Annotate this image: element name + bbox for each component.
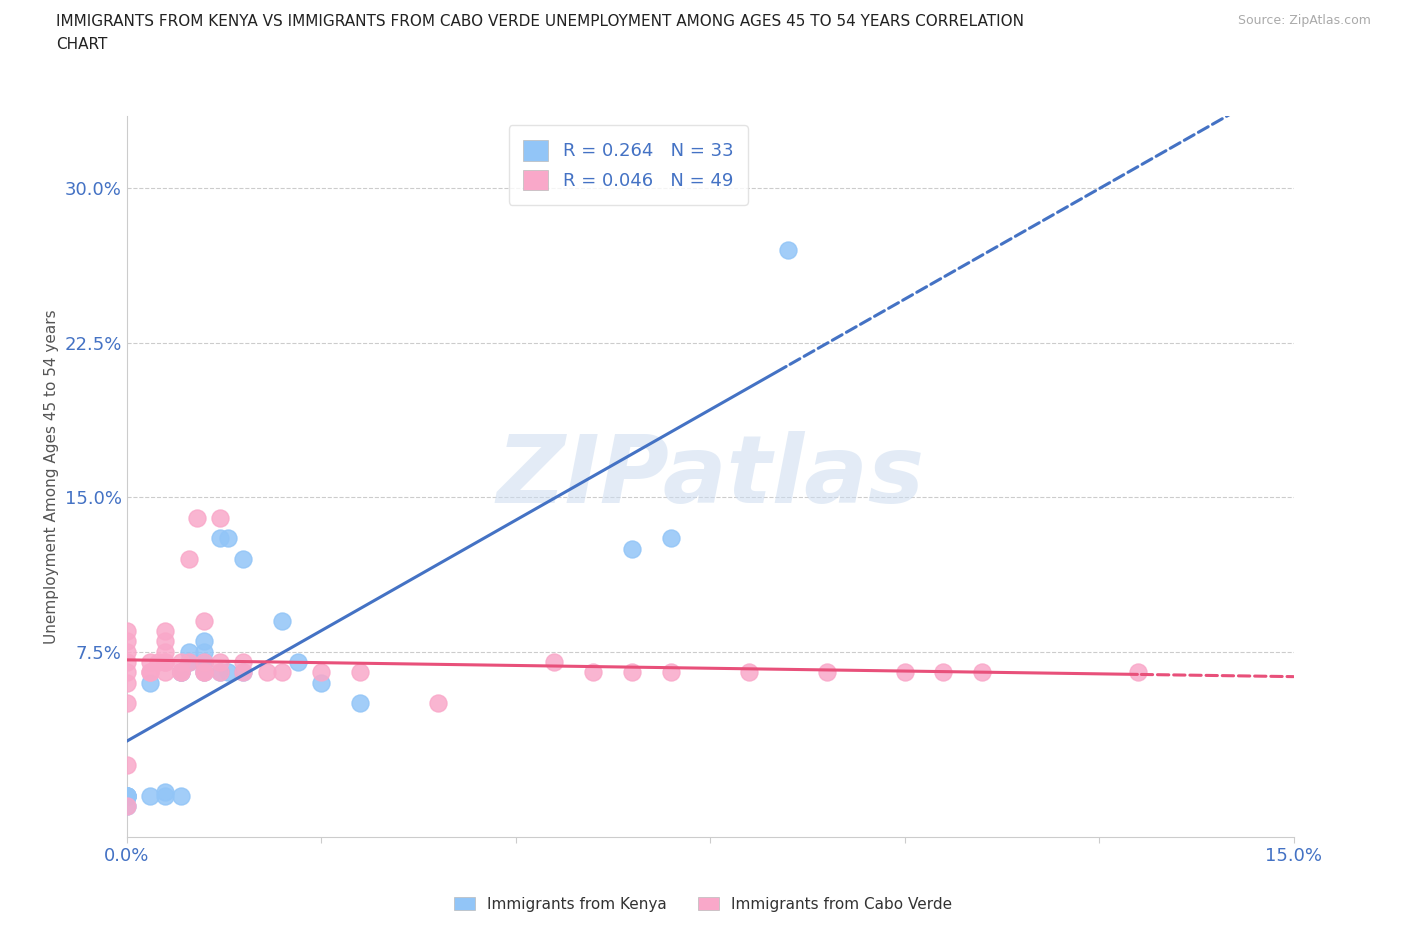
Point (309, 665, 332, 680)
Point (232, 551, 254, 566)
Text: IMMIGRANTS FROM KENYA VS IMMIGRANTS FROM CABO VERDE UNEMPLOYMENT AMONG AGES 45 T: IMMIGRANTS FROM KENYA VS IMMIGRANTS FROM… (56, 14, 1024, 29)
Point (177, 655, 200, 670)
Point (193, 655, 215, 670)
Point (177, 551, 200, 566)
Point (217, 531, 239, 546)
Point (115, 665, 138, 680)
Point (232, 655, 254, 670)
Point (271, 614, 294, 629)
Point (208, 665, 231, 680)
Point (155, 655, 177, 670)
Text: Source: ZipAtlas.com: Source: ZipAtlas.com (1237, 14, 1371, 27)
Point (139, 675, 162, 690)
Point (972, 665, 994, 680)
Point (208, 531, 231, 546)
Point (170, 665, 193, 680)
Point (139, 665, 162, 680)
Point (193, 634, 215, 649)
Point (115, 757, 138, 772)
Point (193, 655, 215, 670)
Point (776, 243, 799, 258)
Point (543, 655, 565, 670)
Point (115, 624, 138, 639)
Point (115, 799, 138, 814)
Point (621, 541, 644, 556)
Point (1126, 665, 1149, 680)
Point (155, 784, 177, 799)
Point (193, 644, 215, 659)
Point (193, 614, 215, 629)
Point (193, 655, 215, 670)
Point (155, 789, 177, 804)
Point (349, 665, 371, 680)
Point (115, 789, 138, 804)
Point (155, 624, 177, 639)
Point (115, 789, 138, 804)
Point (115, 644, 138, 659)
Point (155, 665, 177, 680)
Point (738, 665, 761, 680)
Point (256, 665, 278, 680)
Point (193, 665, 215, 680)
Point (177, 655, 200, 670)
Point (170, 789, 193, 804)
Point (232, 665, 254, 680)
Point (659, 665, 682, 680)
Point (155, 655, 177, 670)
Point (208, 665, 231, 680)
Point (115, 696, 138, 711)
Point (155, 634, 177, 649)
Text: CHART: CHART (56, 37, 108, 52)
Point (186, 511, 208, 525)
Legend: Immigrants from Kenya, Immigrants from Cabo Verde: Immigrants from Kenya, Immigrants from C… (447, 890, 959, 918)
Point (115, 655, 138, 670)
Point (139, 665, 162, 680)
Point (139, 655, 162, 670)
Point (115, 789, 138, 804)
Point (815, 665, 838, 680)
Point (932, 665, 955, 680)
Point (193, 665, 215, 680)
Point (115, 799, 138, 814)
Text: ZIPatlas: ZIPatlas (496, 431, 924, 523)
Point (146, 655, 169, 670)
Point (170, 665, 193, 680)
Point (208, 655, 231, 670)
Point (115, 675, 138, 690)
Point (232, 665, 254, 680)
Point (426, 696, 449, 711)
Point (621, 665, 644, 680)
Point (115, 789, 138, 804)
Point (170, 665, 193, 680)
Point (115, 789, 138, 804)
Point (893, 665, 915, 680)
Point (115, 634, 138, 649)
Y-axis label: Unemployment Among Ages 45 to 54 years: Unemployment Among Ages 45 to 54 years (44, 310, 59, 644)
Point (170, 655, 193, 670)
Legend: R = 0.264   N = 33, R = 0.046   N = 49: R = 0.264 N = 33, R = 0.046 N = 49 (509, 126, 748, 205)
Point (309, 675, 332, 690)
Point (170, 665, 193, 680)
Point (139, 789, 162, 804)
Point (271, 665, 294, 680)
Point (177, 644, 200, 659)
Point (217, 665, 239, 680)
Point (208, 511, 231, 525)
Point (155, 644, 177, 659)
Point (287, 655, 309, 670)
Point (193, 665, 215, 680)
Point (582, 665, 605, 680)
Point (659, 531, 682, 546)
Point (349, 696, 371, 711)
